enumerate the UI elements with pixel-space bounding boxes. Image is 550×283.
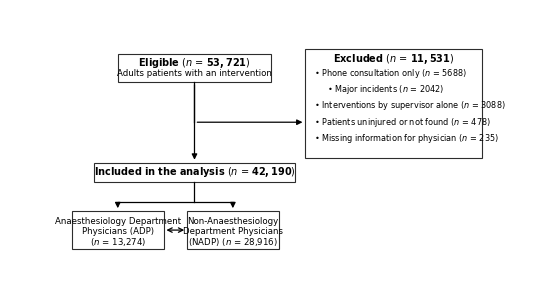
Text: $\bf{Included\ in\ the\ analysis}$ ($\it{n}$ = $\bf{42,190}$): $\bf{Included\ in\ the\ analysis}$ ($\it… xyxy=(94,165,295,179)
Bar xyxy=(305,49,482,158)
Text: ($\it{n}$ = 13,274): ($\it{n}$ = 13,274) xyxy=(90,236,146,248)
Text: • Patients uninjured or not found ($\it{n}$ = 478): • Patients uninjured or not found ($\it{… xyxy=(314,116,491,129)
Text: • Interventions by supervisor alone ($\it{n}$ = 3088): • Interventions by supervisor alone ($\i… xyxy=(314,99,505,112)
Text: • Major incidents ($\it{n}$ = 2042): • Major incidents ($\it{n}$ = 2042) xyxy=(327,83,444,96)
Bar xyxy=(187,211,279,249)
Text: • Missing information for physician ($\it{n}$ = 235): • Missing information for physician ($\i… xyxy=(314,132,499,145)
Text: (NADP) ($\it{n}$ = 28,916): (NADP) ($\it{n}$ = 28,916) xyxy=(188,236,278,248)
Text: Adults patients with an intervention: Adults patients with an intervention xyxy=(117,69,272,78)
Bar xyxy=(72,211,163,249)
Text: • Phone consultation only ($\it{n}$ = 5688): • Phone consultation only ($\it{n}$ = 56… xyxy=(314,67,467,80)
Text: Non-Anaesthesiology: Non-Anaesthesiology xyxy=(187,217,278,226)
Text: Anaesthesiology Department: Anaesthesiology Department xyxy=(54,217,181,226)
Text: Physicians (ADP): Physicians (ADP) xyxy=(82,228,154,237)
Text: Department Physicians: Department Physicians xyxy=(183,228,283,237)
Text: $\bf{Excluded}$ ($\it{n}$ = $\bf{11,531}$): $\bf{Excluded}$ ($\it{n}$ = $\bf{11,531}… xyxy=(333,52,454,66)
Bar xyxy=(95,162,295,182)
Bar xyxy=(118,53,271,82)
Text: $\bf{Eligible}$ ($\it{n}$ = $\bf{53,721}$): $\bf{Eligible}$ ($\it{n}$ = $\bf{53,721}… xyxy=(138,57,251,70)
